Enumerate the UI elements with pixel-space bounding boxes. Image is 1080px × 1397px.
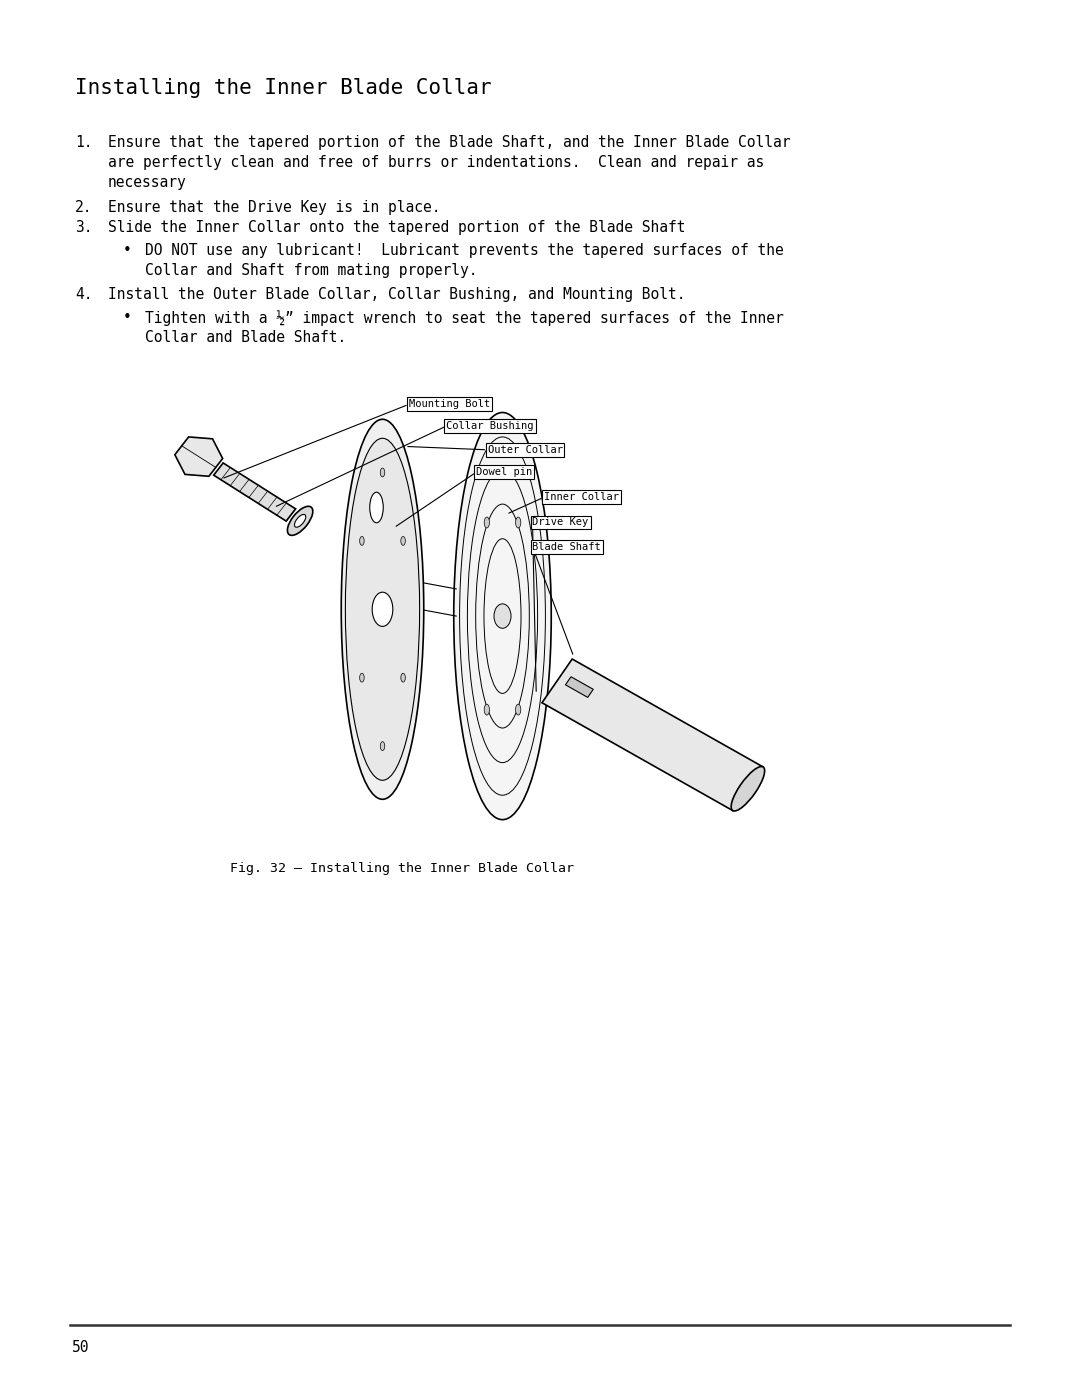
Text: 3.: 3. <box>75 219 93 235</box>
Ellipse shape <box>484 704 489 715</box>
Text: •: • <box>123 310 132 326</box>
Text: 50: 50 <box>72 1340 90 1355</box>
Ellipse shape <box>360 673 364 682</box>
Ellipse shape <box>401 673 405 682</box>
Text: Ensure that the Drive Key is in place.: Ensure that the Drive Key is in place. <box>108 200 441 215</box>
Ellipse shape <box>346 439 420 781</box>
Ellipse shape <box>287 506 313 535</box>
Ellipse shape <box>515 704 521 715</box>
Ellipse shape <box>494 604 511 629</box>
Text: 4.: 4. <box>75 286 93 302</box>
Text: DO NOT use any lubricant!  Lubricant prevents the tapered surfaces of the: DO NOT use any lubricant! Lubricant prev… <box>145 243 784 258</box>
Text: Dowel pin: Dowel pin <box>476 467 532 478</box>
Polygon shape <box>175 437 222 476</box>
Text: Install the Outer Blade Collar, Collar Bushing, and Mounting Bolt.: Install the Outer Blade Collar, Collar B… <box>108 286 686 302</box>
Text: are perfectly clean and free of burrs or indentations.  Clean and repair as: are perfectly clean and free of burrs or… <box>108 155 765 170</box>
Ellipse shape <box>484 517 489 528</box>
Ellipse shape <box>380 468 384 476</box>
Text: necessary: necessary <box>108 175 187 190</box>
Ellipse shape <box>369 492 383 522</box>
Text: Drive Key: Drive Key <box>532 517 589 528</box>
Polygon shape <box>542 659 762 810</box>
Text: Slide the Inner Collar onto the tapered portion of the Blade Shaft: Slide the Inner Collar onto the tapered … <box>108 219 686 235</box>
Ellipse shape <box>373 592 393 626</box>
Ellipse shape <box>401 536 405 545</box>
Ellipse shape <box>731 767 765 812</box>
Text: Fig. 32 — Installing the Inner Blade Collar: Fig. 32 — Installing the Inner Blade Col… <box>230 862 573 875</box>
Text: 2.: 2. <box>75 200 93 215</box>
Text: Outer Collar: Outer Collar <box>487 444 563 455</box>
Text: •: • <box>123 243 132 258</box>
Text: Tighten with a ½” impact wrench to seat the tapered surfaces of the Inner: Tighten with a ½” impact wrench to seat … <box>145 310 784 326</box>
Text: Mounting Bolt: Mounting Bolt <box>408 400 490 409</box>
Text: Ensure that the tapered portion of the Blade Shaft, and the Inner Blade Collar: Ensure that the tapered portion of the B… <box>108 136 791 149</box>
Text: 1.: 1. <box>75 136 93 149</box>
Text: Collar and Shaft from mating properly.: Collar and Shaft from mating properly. <box>145 263 477 278</box>
Text: Installing the Inner Blade Collar: Installing the Inner Blade Collar <box>75 78 491 98</box>
Ellipse shape <box>341 419 423 799</box>
Polygon shape <box>214 462 296 521</box>
Ellipse shape <box>515 517 521 528</box>
Text: Collar Bushing: Collar Bushing <box>446 420 534 432</box>
Ellipse shape <box>380 742 384 750</box>
Ellipse shape <box>360 536 364 545</box>
Text: Blade Shaft: Blade Shaft <box>532 542 602 552</box>
Text: Collar and Blade Shaft.: Collar and Blade Shaft. <box>145 330 347 345</box>
Ellipse shape <box>295 514 306 527</box>
Ellipse shape <box>454 412 551 820</box>
Text: Inner Collar: Inner Collar <box>543 492 619 503</box>
Polygon shape <box>566 676 593 697</box>
